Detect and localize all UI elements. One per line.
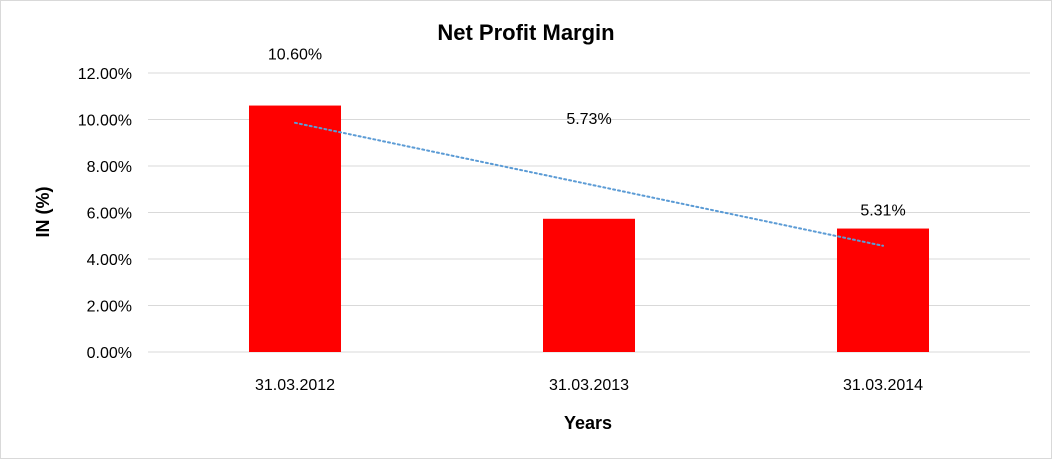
x-axis-ticks: 31.03.2012 31.03.2013 31.03.2014 [255, 377, 923, 394]
bar-31.03.2013 [543, 218, 635, 352]
y-tick-label: 4.00% [87, 252, 132, 269]
bar-31.03.2014 [837, 228, 929, 352]
bars [249, 105, 929, 352]
data-label-31.03.2013: 5.73% [566, 111, 611, 128]
bar-31.03.2012 [249, 105, 341, 352]
data-label-31.03.2014: 5.31% [860, 203, 905, 220]
trendline-layer [294, 121, 884, 247]
y-tick-label: 0.00% [87, 345, 132, 362]
data-labels: 10.60% 5.73% 5.31% [268, 47, 906, 220]
x-tick-label: 31.03.2012 [255, 377, 335, 394]
y-tick-label: 12.00% [78, 66, 132, 83]
y-tick-label: 10.00% [78, 113, 132, 130]
y-axis-ticks: 0.00% 2.00% 4.00% 6.00% 8.00% 10.00% 12.00% [78, 66, 132, 362]
x-axis-title: Years [564, 413, 612, 433]
data-label-31.03.2012: 10.60% [268, 47, 322, 64]
trendline [294, 121, 884, 247]
y-tick-label: 2.00% [87, 299, 132, 316]
y-tick-label: 8.00% [87, 159, 132, 176]
y-axis-title: IN (%) [33, 187, 53, 238]
x-tick-label: 31.03.2014 [843, 377, 923, 394]
y-tick-label: 6.00% [87, 206, 132, 223]
chart-title: Net Profit Margin [437, 20, 614, 45]
x-tick-label: 31.03.2013 [549, 377, 629, 394]
